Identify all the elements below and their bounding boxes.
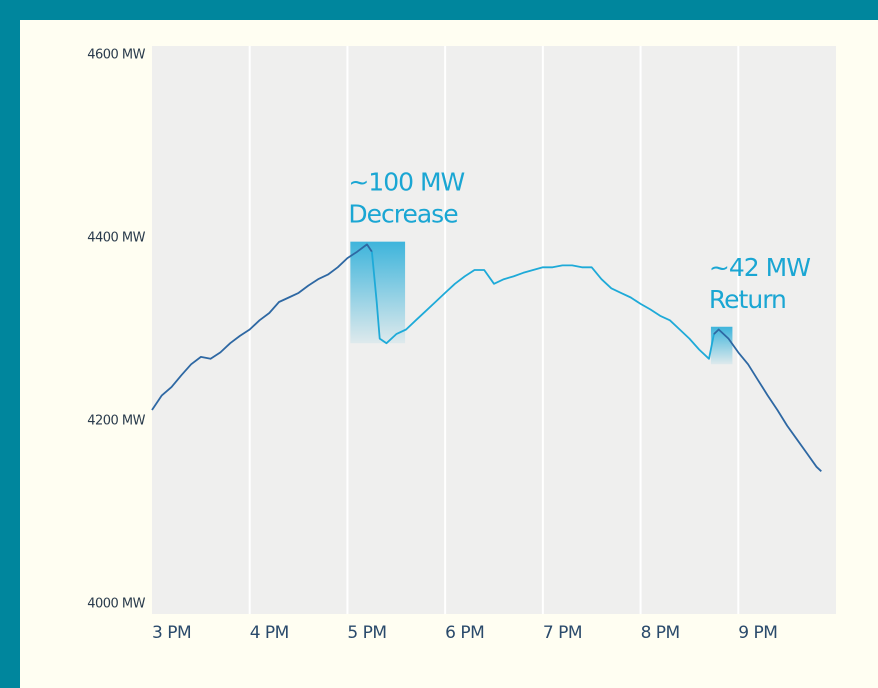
x-tick-label: 6 PM	[445, 623, 484, 643]
line	[151, 243, 373, 411]
annotation-box	[350, 241, 406, 344]
y-tick-label: 4200 MW	[87, 414, 145, 429]
frame-left	[0, 0, 20, 688]
x-tick-label: 3 PM	[152, 623, 191, 643]
annotation-text: Decrease	[348, 200, 458, 229]
y-tick-label: 4400 MW	[87, 231, 145, 246]
y-tick-label: 4000 MW	[87, 597, 145, 612]
annotation-text: Return	[709, 285, 786, 314]
line	[371, 251, 715, 360]
y-tick-label: 4600 MW	[87, 48, 145, 63]
frame-top	[0, 0, 878, 20]
x-tick-label: 9 PM	[738, 623, 777, 643]
plot-area	[152, 46, 836, 614]
x-tick-label: 4 PM	[250, 623, 289, 643]
x-tick-label: 7 PM	[543, 623, 582, 643]
line	[713, 328, 822, 472]
annotation-text: ~100 MW	[348, 168, 464, 197]
x-tick-label: 8 PM	[641, 623, 680, 643]
x-tick-label: 5 PM	[347, 623, 386, 643]
annotation-text: ~42 MW	[709, 253, 810, 282]
